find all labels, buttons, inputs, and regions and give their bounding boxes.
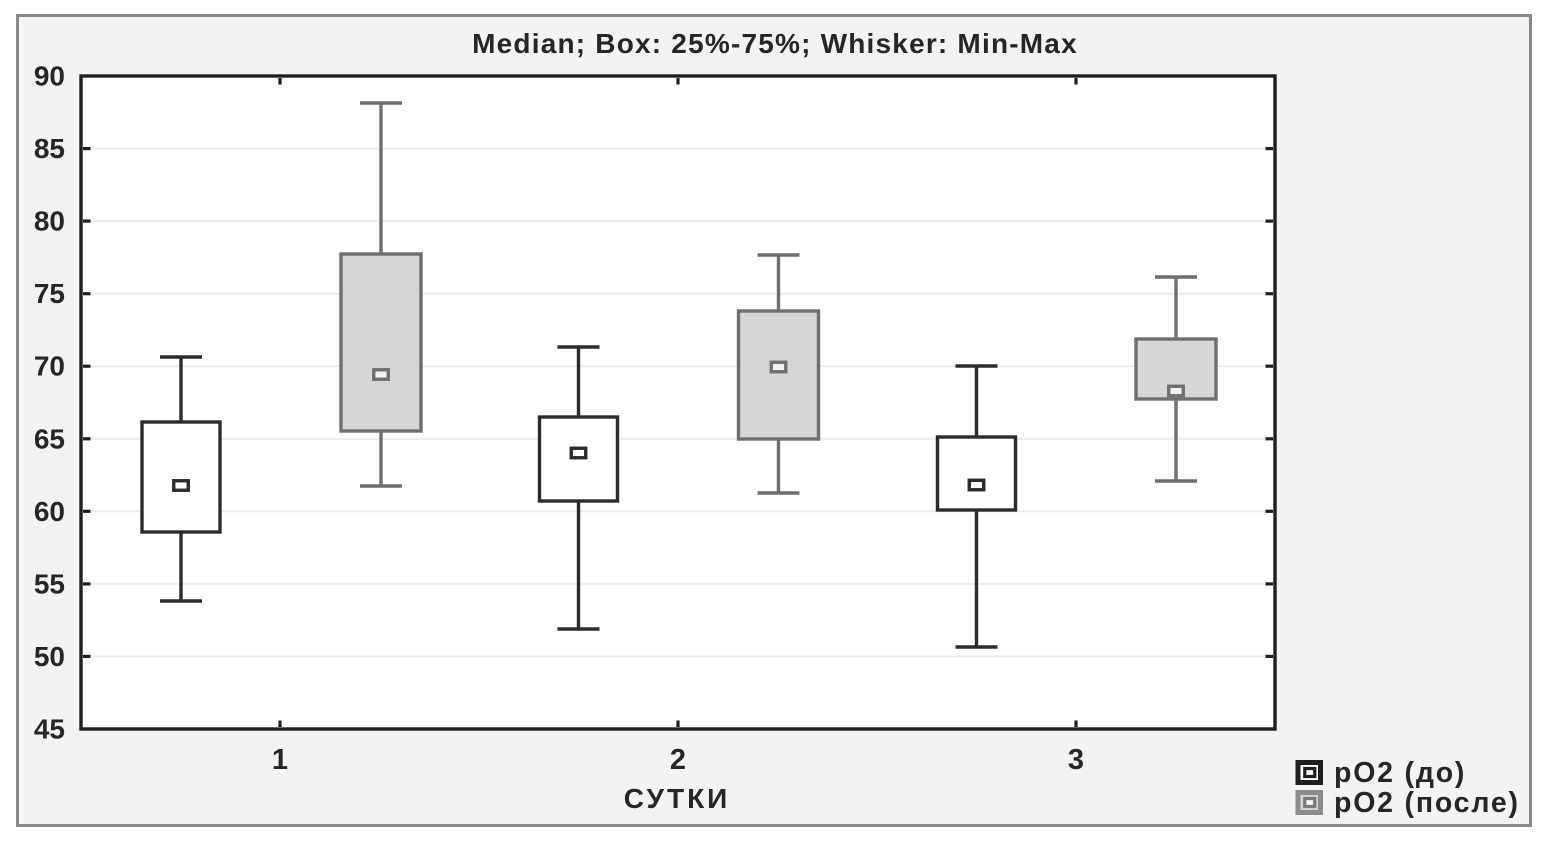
svg-text:3: 3 — [1068, 744, 1084, 776]
svg-text:СУТКИ: СУТКИ — [624, 783, 731, 814]
svg-text:pO2 (до): pO2 (до) — [1334, 757, 1466, 789]
svg-text:70: 70 — [34, 351, 65, 382]
svg-text:90: 90 — [34, 61, 65, 92]
svg-text:1: 1 — [272, 744, 288, 776]
svg-text:60: 60 — [34, 496, 65, 527]
svg-text:55: 55 — [34, 568, 65, 599]
svg-text:50: 50 — [34, 641, 65, 672]
svg-text:85: 85 — [34, 133, 65, 164]
svg-text:80: 80 — [34, 206, 65, 237]
svg-text:65: 65 — [34, 423, 65, 454]
svg-text:Median; Box: 25%-75%; Whisker:: Median; Box: 25%-75%; Whisker: Min-Max — [472, 28, 1078, 59]
svg-text:75: 75 — [34, 278, 65, 309]
svg-text:2: 2 — [670, 744, 686, 776]
svg-text:pO2 (после): pO2 (после) — [1334, 787, 1520, 819]
svg-text:45: 45 — [34, 714, 65, 745]
